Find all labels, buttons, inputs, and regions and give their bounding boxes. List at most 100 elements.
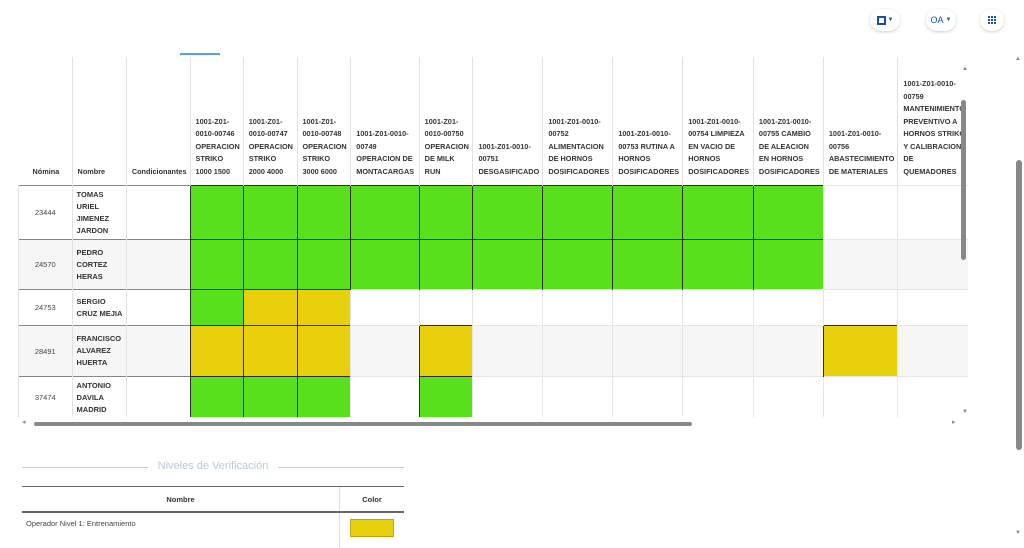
level-cell[interactable] <box>242 239 297 290</box>
matrix-table: Nómina Nombre Condicionantes 1001-Z01-0010-… <box>18 57 968 417</box>
table-row[interactable]: 24753 SERGIO CRUZ MEJIA <box>18 289 968 326</box>
level-cell[interactable] <box>189 239 244 290</box>
level-cell[interactable] <box>752 376 824 417</box>
level-cell[interactable] <box>542 289 613 326</box>
page-scroll-up-arrow[interactable]: ▲ <box>1015 56 1021 62</box>
user-menu-button[interactable]: OA ▼ <box>926 9 956 31</box>
level-cell[interactable] <box>418 185 473 240</box>
level-cell[interactable] <box>897 376 968 417</box>
level-cell[interactable] <box>897 325 968 377</box>
level-cell[interactable] <box>296 185 351 240</box>
level-cell[interactable] <box>350 239 420 290</box>
column-header: 1001-Z01-0010-00749 OPERACION DE MONTACA… <box>350 57 420 186</box>
scroll-left-arrow[interactable]: ◂ <box>22 419 26 426</box>
level-cell[interactable] <box>472 325 543 377</box>
column-header: 1001-Z01-0010-00748 OPERACION STRIKO 300… <box>296 57 351 186</box>
level-cell[interactable] <box>418 376 473 417</box>
level-cell[interactable] <box>682 376 754 417</box>
page-scroll-down-arrow[interactable]: ▼ <box>1015 530 1021 536</box>
level-cell[interactable] <box>752 289 824 326</box>
column-header: 1001-Z01-0010-00746 OPERACION STRIKO 100… <box>189 57 244 186</box>
level-cell[interactable] <box>752 185 824 240</box>
level-cell[interactable] <box>296 239 351 290</box>
scroll-right-arrow[interactable]: ▸ <box>952 419 956 426</box>
user-initials: OA <box>930 15 944 25</box>
level-cell[interactable] <box>472 289 543 326</box>
horizontal-scrollbar[interactable] <box>34 422 692 426</box>
level-cell[interactable] <box>682 289 754 326</box>
level-cell[interactable] <box>296 325 351 377</box>
level-cell[interactable] <box>472 239 543 290</box>
level-cell[interactable] <box>897 239 968 290</box>
column-header: 1001-Z01-0010-00759 MANTENIMIENTO PREVEN… <box>897 57 968 186</box>
level-cell[interactable] <box>682 239 754 290</box>
column-header: 1001-Z01-0010-00752 ALIMENTACION DE HORN… <box>542 57 613 186</box>
niveles-col-nombre: Nombre <box>22 486 340 513</box>
level-cell[interactable] <box>350 325 420 377</box>
nombre-cell: FRANCISCO ALVAREZ HUERTA <box>71 325 127 377</box>
condicionantes-cell <box>125 376 191 417</box>
inner-vertical-scrollbar[interactable] <box>961 100 966 260</box>
level-cell[interactable] <box>242 185 297 240</box>
page-scrollbar[interactable] <box>1016 160 1022 450</box>
level-cell[interactable] <box>822 289 898 326</box>
view-selector-button[interactable]: ▼ <box>870 9 900 31</box>
level-cell[interactable] <box>350 289 420 326</box>
level-cell[interactable] <box>822 239 898 290</box>
level-cell[interactable] <box>350 376 420 417</box>
condicionantes-cell <box>125 239 191 290</box>
inner-scroll-down-arrow[interactable]: ▼ <box>962 409 968 415</box>
level-cell[interactable] <box>542 239 613 290</box>
table-row[interactable]: 37474 ANTONIO DAVILA MADRID <box>18 376 968 417</box>
table-row[interactable]: 23444 TOMAS URIEL JIMENEZ JARDON <box>18 185 968 240</box>
level-cell[interactable] <box>296 289 351 326</box>
level-cell[interactable] <box>189 185 244 240</box>
level-cell[interactable] <box>612 376 683 417</box>
level-cell[interactable] <box>822 376 898 417</box>
matrix-body: 23444 TOMAS URIEL JIMENEZ JARDON 24570 PEDR… <box>18 185 968 417</box>
level-cell[interactable] <box>189 325 244 377</box>
level-cell[interactable] <box>242 376 297 417</box>
nivel-name: Operador Nivel 1: Entrenamiento <box>26 519 136 528</box>
level-cell[interactable] <box>542 325 613 377</box>
level-cell[interactable] <box>242 289 297 326</box>
level-cell[interactable] <box>296 376 351 417</box>
level-cell[interactable] <box>682 325 754 377</box>
level-cell[interactable] <box>822 325 898 377</box>
skills-matrix[interactable]: Nómina Nombre Condicionantes 1001-Z01-0010-… <box>18 57 968 417</box>
level-cell[interactable] <box>418 289 473 326</box>
column-header: 1001-Z01-0010-00755 CAMBIO DE ALEACION E… <box>752 57 824 186</box>
nombre-cell: TOMAS URIEL JIMENEZ JARDON <box>71 185 127 240</box>
level-cell[interactable] <box>752 239 824 290</box>
level-cell[interactable] <box>418 239 473 290</box>
level-cell[interactable] <box>612 289 683 326</box>
level-cell[interactable] <box>472 185 543 240</box>
level-cell[interactable] <box>472 376 543 417</box>
level-cell[interactable] <box>189 289 244 326</box>
apps-grid-button[interactable] <box>980 9 1004 31</box>
level-cell[interactable] <box>542 185 613 240</box>
niveles-title: Niveles de Verificación <box>147 460 279 472</box>
table-row[interactable]: 28491 FRANCISCO ALVAREZ HUERTA <box>18 325 968 377</box>
level-cell[interactable] <box>612 325 683 377</box>
level-cell[interactable] <box>542 376 613 417</box>
column-header: 1001-Z01-0010-00751 DESGASIFICADO <box>472 57 543 186</box>
niveles-section-title: Niveles de Verificación <box>22 460 404 474</box>
level-cell[interactable] <box>682 185 754 240</box>
level-cell[interactable] <box>418 325 473 377</box>
inner-scroll-up-arrow[interactable]: ▲ <box>962 66 968 72</box>
nivel-color-swatch <box>349 519 394 537</box>
level-cell[interactable] <box>752 325 824 377</box>
level-cell[interactable] <box>189 376 244 417</box>
level-cell[interactable] <box>897 185 968 240</box>
level-cell[interactable] <box>612 239 683 290</box>
level-cell[interactable] <box>612 185 683 240</box>
level-cell[interactable] <box>897 289 968 326</box>
level-cell[interactable] <box>822 185 898 240</box>
table-row[interactable]: 24570 PEDRO CORTEZ HERAS <box>18 239 968 290</box>
level-cell[interactable] <box>350 185 420 240</box>
apps-grid-icon <box>988 16 996 24</box>
matrix-header: Nómina Nombre Condicionantes 1001-Z01-0010-… <box>19 57 968 186</box>
nomina-cell: 28491 <box>18 325 73 377</box>
level-cell[interactable] <box>242 325 297 377</box>
